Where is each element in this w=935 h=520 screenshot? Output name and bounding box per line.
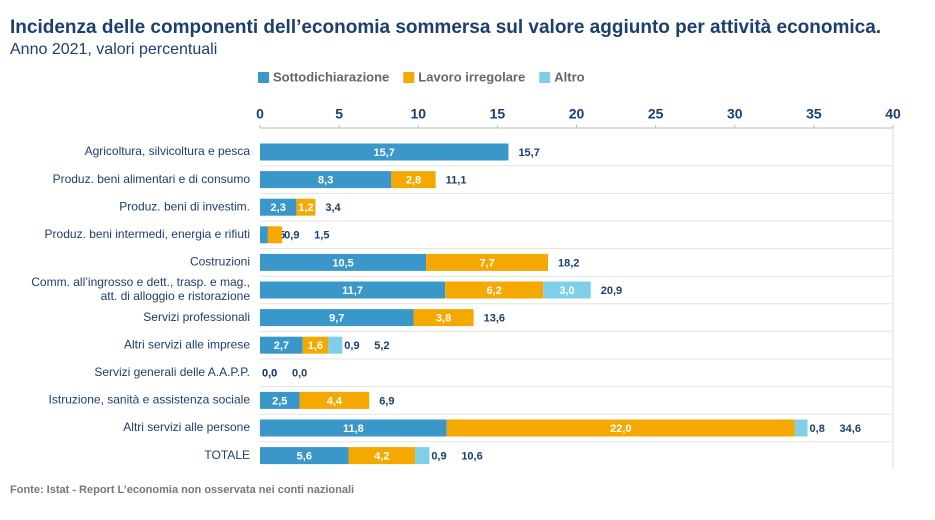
x-tick-label: 40 [885,106,901,122]
data-label: 11,8 [343,423,364,435]
bar-segment [260,309,414,327]
data-label: 1,6 [308,340,323,352]
y-tick-label: Servizi generali delle A.A.P.P. [94,365,250,379]
bar-segment [260,419,447,437]
total-label: 13,6 [484,313,505,325]
data-label: 4,4 [327,395,343,407]
bar-segment [543,281,591,299]
data-label: 7,7 [479,257,494,269]
bar-segment [348,447,416,465]
bar-segment [260,391,300,409]
bar-segment [299,391,370,409]
bar-segment [794,419,808,437]
legend-label: Sottodichiarazione [273,69,389,84]
bar-segment [260,336,303,354]
legend-label: Lavoro irregolare [418,69,525,84]
data-label: 8,3 [318,175,333,187]
data-label: 2,7 [274,340,289,352]
y-tick-label: Servizi professionali [143,310,250,324]
total-label: 6,9 [379,395,394,407]
bar-segment [415,447,430,465]
data-label: 0,9 [284,230,299,242]
y-tick-label: Agricoltura, silvicoltura e pesca [85,144,251,158]
bar-segment [445,281,544,299]
data-label: 0,9 [344,340,359,352]
data-label: 3,8 [436,313,451,325]
y-tick-label: Comm. all’ingrosso e dett., trasp. e mag… [31,275,250,303]
x-tick-label: 5 [335,106,343,122]
total-label: 20,9 [601,285,622,297]
bar-segment [328,336,343,354]
total-label: 5,2 [374,340,389,352]
data-label: 1,2 [298,202,313,214]
total-label: 15,7 [518,147,539,159]
data-label: 0,9 [431,451,446,463]
bar-segment [446,419,795,437]
bar-segment [260,253,427,271]
bar-segment [302,336,329,354]
total-label: 11,1 [446,175,467,187]
bar-segment [260,171,392,189]
total-label: 10,6 [461,451,482,463]
bar-segment [267,226,283,244]
data-label: 5,6 [297,451,312,463]
y-tick-label: Costruzioni [190,255,250,269]
bar-segment [426,253,549,271]
x-tick-label: 15 [490,106,506,122]
legend-label: Altro [554,69,584,84]
data-label: 22,0 [610,423,631,435]
data-label: 11,7 [342,285,363,297]
y-tick-label: Produz. beni alimentari e di consumo [53,172,251,186]
y-tick-label: Altri servizi alle persone [123,420,250,434]
legend-swatch [403,72,415,83]
bar-segment [296,198,316,216]
source: Fonte: Istat - Report L’economia non oss… [10,484,354,496]
chart-title: Incidenza delle componenti dell’economia… [10,17,881,38]
x-tick-label: 0 [256,106,264,122]
bar-segment [260,226,268,244]
total-label: 18,2 [558,257,579,269]
x-tick-label: 10 [410,106,426,122]
legend-swatch [539,72,551,83]
data-label: 3,0 [559,285,574,297]
bar-segment [413,309,474,327]
chart-subtitle: Anno 2021, valori percentuali [10,41,217,58]
total-label: 34,6 [840,423,861,435]
y-tick-label: Istruzione, sanità e assistenza sociale [49,393,251,407]
data-label: 0,8 [810,423,825,435]
data-label: 0,0 [262,368,277,380]
x-tick-label: 30 [727,106,743,122]
data-label: 6,2 [487,285,502,297]
total-label: 1,5 [314,230,329,242]
y-tick-label: TOTALE [204,448,250,462]
data-label: 9,7 [329,313,344,325]
bar-segment [391,171,436,189]
bar-segment [260,447,349,465]
y-tick-label: Altri servizi alle imprese [124,337,250,351]
data-label: 4,2 [374,451,389,463]
data-label: 2,8 [406,175,421,187]
legend-swatch [258,72,269,83]
data-label: 15,7 [374,147,395,159]
data-label: 0,0 [262,368,277,380]
y-tick-label: Produz. beni di investim. [119,199,250,213]
data-label: 10,5 [332,257,353,269]
total-label: 3,4 [325,202,341,214]
data-label: 2,3 [271,202,286,214]
x-tick-label: 20 [569,106,585,122]
x-tick-label: 35 [806,106,822,122]
x-tick-label: 25 [648,106,664,122]
bar-segment [260,281,446,299]
y-tick-label: Produz. beni intermedi, energia e rifiut… [45,227,250,241]
bar-segment [260,143,509,161]
data-label: 2,5 [272,395,287,407]
bar-segment [260,198,297,216]
total-label: 0,0 [292,368,307,380]
